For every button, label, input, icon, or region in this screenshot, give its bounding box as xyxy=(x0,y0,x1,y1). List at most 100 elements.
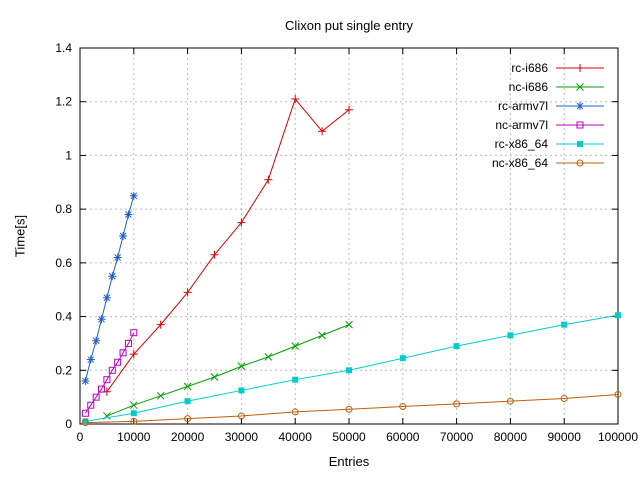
x-tick-label: 30000 xyxy=(225,430,259,444)
series-marker-nc-i686 xyxy=(237,362,246,371)
series-marker-rc-x86_64 xyxy=(453,343,460,350)
series-marker-rc-i686 xyxy=(318,127,327,136)
series-marker-nc-x86_64 xyxy=(399,403,407,411)
y-tick-label: 0.8 xyxy=(55,202,72,216)
y-tick-label: 0.6 xyxy=(55,256,72,270)
series-marker-rc-armv7l xyxy=(119,232,128,240)
series-marker-nc-x86_64 xyxy=(345,405,353,413)
series-marker-rc-x86_64 xyxy=(238,387,245,394)
series-marker-nc-armv7l xyxy=(98,385,106,393)
series-marker-rc-i686 xyxy=(237,218,246,227)
series-marker-rc-armv7l xyxy=(124,210,133,219)
legend-sample-marker xyxy=(576,159,584,167)
series-marker-rc-armv7l xyxy=(129,191,138,200)
series-marker-nc-i686 xyxy=(210,373,219,381)
series-marker-nc-armv7l xyxy=(92,393,100,401)
series-marker-nc-i686 xyxy=(318,331,326,340)
y-tick-label: 1.2 xyxy=(55,95,72,109)
series-marker-nc-armv7l xyxy=(114,358,122,366)
series-marker-rc-i686 xyxy=(129,350,138,359)
series-line-nc-i686 xyxy=(106,324,350,417)
legend-label: nc-armv7l xyxy=(495,118,548,132)
series-marker-rc-i686 xyxy=(264,175,273,184)
x-tick-label: 60000 xyxy=(386,430,420,444)
series-line-nc-armv7l xyxy=(84,332,135,414)
x-tick-label: 10000 xyxy=(117,430,151,444)
series-marker-nc-x86_64 xyxy=(506,397,514,405)
series-line-rc-armv7l xyxy=(84,195,135,382)
series-marker-nc-armv7l xyxy=(87,401,95,409)
x-tick-label: 50000 xyxy=(332,430,366,444)
series-marker-nc-x86_64 xyxy=(560,394,568,402)
series-marker-rc-armv7l xyxy=(97,315,106,324)
x-tick-label: 80000 xyxy=(494,430,528,444)
series-marker-rc-armv7l xyxy=(113,253,122,262)
y-tick-label: 0.2 xyxy=(55,363,72,377)
series-marker-rc-x86_64 xyxy=(130,410,137,417)
series-marker-rc-i686 xyxy=(345,105,353,114)
series-marker-rc-armv7l xyxy=(102,293,111,302)
x-tick-label: 100000 xyxy=(598,430,638,444)
series-line-rc-i686 xyxy=(106,98,350,393)
legend-label: rc-x86_64 xyxy=(495,137,549,151)
series-marker-nc-armv7l xyxy=(103,376,111,384)
series-marker-rc-x86_64 xyxy=(561,321,568,328)
legend-label: nc-i686 xyxy=(509,80,549,94)
series-marker-nc-i686 xyxy=(264,353,273,361)
legend-sample-marker xyxy=(576,121,584,129)
series-marker-nc-x86_64 xyxy=(453,400,461,408)
series-marker-rc-x86_64 xyxy=(399,355,406,362)
series-marker-nc-armv7l xyxy=(124,339,132,347)
x-tick-label: 90000 xyxy=(548,430,582,444)
series-marker-rc-x86_64 xyxy=(82,418,89,425)
legend-label: rc-i686 xyxy=(511,61,548,75)
x-tick-label: 40000 xyxy=(279,430,313,444)
y-tick-label: 0 xyxy=(65,417,72,431)
series-marker-rc-armv7l xyxy=(92,336,101,345)
series-marker-rc-i686 xyxy=(183,288,192,297)
y-tick-label: 0.4 xyxy=(55,310,72,324)
series-marker-nc-x86_64 xyxy=(81,419,89,427)
legend-label: rc-armv7l xyxy=(498,99,548,113)
x-axis-label: Entries xyxy=(328,454,370,469)
series-marker-rc-x86_64 xyxy=(615,312,621,319)
series-marker-nc-x86_64 xyxy=(237,412,245,420)
series-marker-nc-x86_64 xyxy=(130,417,138,425)
series-marker-nc-i686 xyxy=(156,391,165,400)
series-marker-rc-armv7l xyxy=(81,377,90,386)
series-marker-rc-armv7l xyxy=(86,355,95,364)
series-marker-rc-x86_64 xyxy=(346,367,352,374)
series-marker-nc-i686 xyxy=(345,320,353,329)
legend-label: nc-x86_64 xyxy=(492,156,548,170)
series-marker-rc-i686 xyxy=(291,95,300,104)
series-marker-nc-x86_64 xyxy=(291,408,299,416)
legend-sample-marker xyxy=(577,141,583,147)
y-tick-label: 1 xyxy=(65,148,72,162)
plot-border xyxy=(79,47,619,425)
legend-sample-marker xyxy=(576,102,584,110)
series-marker-nc-i686 xyxy=(183,382,192,391)
series-marker-nc-x86_64 xyxy=(614,390,622,398)
series-marker-nc-i686 xyxy=(291,342,300,350)
series-marker-rc-i686 xyxy=(156,320,165,329)
series-marker-nc-armv7l xyxy=(119,349,127,357)
x-tick-label: 0 xyxy=(77,430,84,444)
series-marker-nc-x86_64 xyxy=(184,415,192,423)
chart-title: Clixon put single entry xyxy=(285,18,413,33)
series-marker-nc-armv7l xyxy=(108,366,116,374)
x-tick-label: 70000 xyxy=(440,430,474,444)
x-tick-label: 20000 xyxy=(171,430,205,444)
series-marker-rc-x86_64 xyxy=(292,376,299,383)
legend-sample-marker xyxy=(576,64,584,72)
series-marker-rc-x86_64 xyxy=(507,332,514,339)
series-marker-nc-armv7l xyxy=(81,409,89,417)
series-marker-nc-armv7l xyxy=(130,329,138,337)
y-tick-label: 1.4 xyxy=(55,41,72,55)
series-marker-rc-x86_64 xyxy=(184,398,191,405)
series-line-nc-x86_64 xyxy=(85,393,619,424)
legend-sample-marker xyxy=(576,83,584,91)
series-marker-rc-i686 xyxy=(210,250,219,259)
series-marker-rc-armv7l xyxy=(108,272,117,281)
